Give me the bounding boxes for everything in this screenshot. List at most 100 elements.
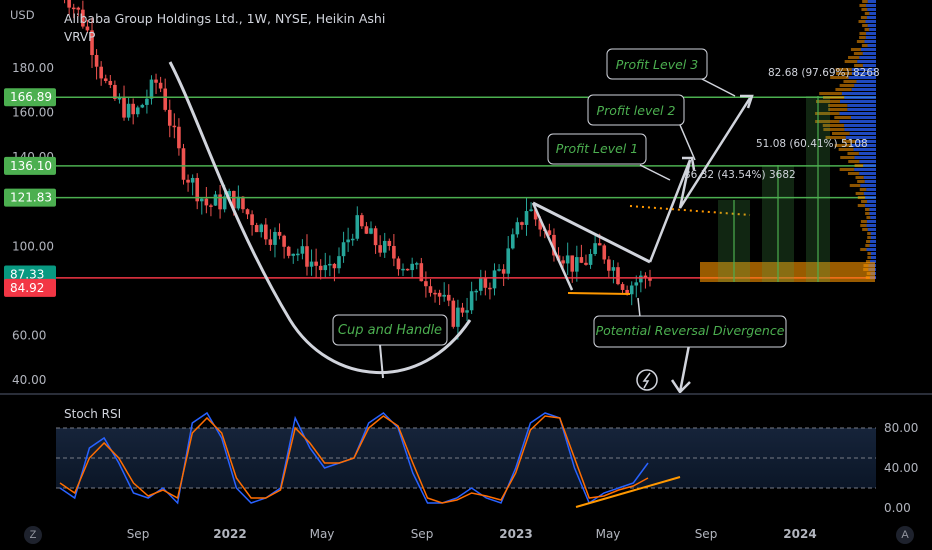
divergence-line: [567, 292, 631, 295]
candle-body: [199, 198, 204, 202]
candle-body: [337, 256, 341, 269]
vp-bar-down: [848, 56, 860, 59]
lightning-icon[interactable]: [636, 369, 658, 391]
stoch-line: [59, 415, 649, 504]
vp-bar-down: [867, 232, 871, 235]
candle-body: [195, 177, 200, 202]
candle-body: [67, 0, 71, 8]
indicator-label[interactable]: VRVP: [64, 30, 96, 44]
candle-body: [126, 103, 131, 118]
vp-bar-up: [845, 136, 876, 139]
vp-bar-down: [835, 68, 852, 71]
vp-bar-down: [839, 84, 855, 87]
candle-body: [401, 268, 405, 271]
candle-body: [71, 7, 76, 10]
vp-bar-up: [870, 216, 876, 219]
price-badge-label: 166.89: [10, 90, 52, 104]
profit1-box: [547, 133, 647, 165]
candle-body: [332, 263, 337, 269]
price-axis: 180.00160.00140.00120.00100.0080.0060.00…: [12, 61, 54, 387]
corner-z-button[interactable]: Z: [24, 526, 42, 544]
vp-bar-down: [861, 200, 868, 203]
candle-body: [483, 277, 488, 288]
vp-bar-down: [860, 224, 867, 227]
vp-bar-up: [870, 256, 876, 259]
vp-bar-up: [847, 104, 876, 107]
time-axis: Sep 2022 May Sep 2023 May Sep 2024: [127, 527, 817, 541]
vp-bar-up: [863, 176, 876, 179]
vp-bar-up: [866, 248, 876, 251]
candle-body: [442, 294, 446, 297]
candle-body: [524, 211, 529, 225]
vp-bar-up: [869, 28, 876, 31]
candle-body: [222, 196, 227, 210]
candle-body: [570, 255, 575, 272]
candle-body: [451, 300, 456, 327]
vp-bar-up: [866, 32, 876, 35]
candle-body: [318, 265, 323, 271]
candle-body: [634, 282, 639, 286]
vp-bar-down: [838, 148, 854, 151]
candle-body: [584, 262, 588, 265]
candle-body: [575, 257, 579, 272]
down-arrow: [670, 339, 692, 394]
candle-body: [520, 222, 524, 225]
cup-arc: [168, 61, 472, 375]
auto-scale-button[interactable]: A: [896, 526, 914, 544]
vp-bar-up: [854, 84, 876, 87]
vp-bar-down: [828, 104, 848, 107]
candle-body: [414, 263, 419, 265]
price-tick-label: 160.00: [12, 106, 54, 120]
vp-bar-up: [870, 240, 876, 243]
candle-body: [515, 222, 520, 235]
vp-bar-up: [850, 116, 876, 119]
vp-bar-up: [859, 172, 876, 175]
vp-bar-down: [825, 136, 846, 139]
candle-body: [204, 198, 209, 206]
stoch-lines: [59, 411, 649, 505]
candle-body: [428, 286, 433, 293]
vp-bar-down: [861, 44, 868, 47]
candle-body: [231, 190, 236, 209]
candle-body: [410, 263, 414, 271]
candle-body: [373, 228, 378, 246]
vp-bar-down: [840, 156, 855, 159]
vp-bar-down: [854, 64, 863, 67]
handle-lower: [531, 202, 574, 291]
candle-body: [94, 55, 99, 67]
stoch-label[interactable]: Stoch RSI: [64, 407, 122, 421]
candle-body: [177, 126, 181, 149]
candle-body: [478, 277, 483, 291]
price-badge-label: 121.83: [10, 191, 52, 205]
candle-body: [117, 97, 122, 100]
candle-body: [291, 253, 296, 256]
stoch-tick-label: 40.00: [884, 461, 918, 475]
vp-bar-down: [865, 260, 870, 263]
vp-bar-down: [834, 144, 852, 147]
candle-body: [236, 196, 241, 209]
candle-body: [465, 310, 469, 313]
stoch-axis: 80.00 40.00 0.00: [884, 421, 918, 515]
vp-bar-up: [870, 232, 876, 235]
cup-callout-box: [332, 314, 448, 346]
candle-body: [227, 190, 232, 197]
candle-body: [607, 259, 611, 271]
vp-bar-up: [847, 108, 876, 111]
vp-bar-up: [844, 124, 876, 127]
measure3-text: 82.68 (97.69%) 8268: [768, 67, 880, 79]
vp-bar-down: [860, 248, 867, 251]
vp-bar-up: [863, 164, 876, 167]
candle-body: [76, 7, 81, 10]
currency-label: USD: [10, 8, 35, 22]
price-badge: [4, 88, 56, 107]
vp-bar-up: [854, 168, 876, 171]
candle-body: [309, 261, 314, 267]
vp-bar-up: [858, 152, 876, 155]
vp-bar-down: [860, 16, 867, 19]
candle-body: [350, 238, 355, 241]
vp-bar-down: [859, 32, 867, 35]
vp-bar-up: [840, 100, 876, 103]
vp-bar-down: [843, 80, 857, 83]
candle-body: [579, 257, 584, 263]
